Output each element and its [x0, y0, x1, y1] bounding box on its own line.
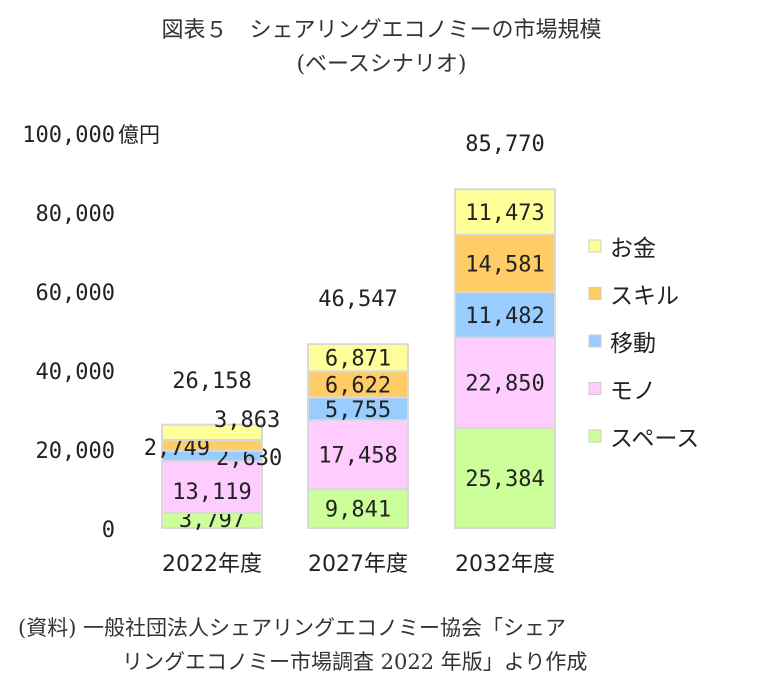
bar-segment [454, 291, 556, 339]
legend-label: スキル [610, 284, 679, 310]
segment-value-label: 11,473 [465, 201, 544, 226]
bar-total-label: 26,158 [172, 369, 251, 394]
source-note-line-1: (資料) 一般社団法人シェアリングエコノミー協会「シェア [18, 616, 567, 640]
legend-label: お金 [610, 236, 656, 262]
y-tick-label: 80,000 [36, 202, 115, 227]
x-category-label: 2027年度 [308, 552, 408, 577]
bar-total-label: 85,770 [465, 132, 544, 157]
segment-value-label: 13,119 [172, 480, 251, 505]
legend-swatch [588, 429, 602, 443]
legend-label: 移動 [610, 331, 656, 357]
bar-segment [161, 423, 263, 441]
legend-swatch [588, 382, 602, 395]
y-tick-label: 60,000 [36, 281, 115, 306]
legend-swatch [588, 239, 602, 253]
segment-value-label: 5,755 [325, 398, 391, 423]
y-tick-label: 20,000 [36, 439, 115, 464]
legend-label: モノ [610, 379, 656, 405]
y-tick-label: 0 [102, 518, 115, 543]
segment-value-label: 6,622 [325, 373, 391, 398]
x-category-label: 2022年度 [162, 552, 262, 577]
segment-value-label: 3,863 [214, 408, 280, 433]
segment-value-label: 17,458 [318, 444, 397, 469]
x-category-label: 2032年度 [455, 552, 555, 577]
legend-swatch [588, 287, 602, 300]
bar-segment [454, 426, 556, 529]
chart-subtitle: (ベースシナリオ) [296, 52, 467, 77]
legend-label: スペース [610, 426, 699, 452]
bar-segment [454, 336, 556, 429]
y-tick-label: 100,000 [22, 123, 115, 148]
segment-value-label: 11,482 [465, 304, 544, 329]
y-axis-unit-label: 億円 [118, 123, 160, 147]
segment-value-label: 6,871 [325, 347, 391, 372]
bar-segment [454, 188, 556, 236]
bar-segment [161, 460, 263, 515]
segment-value-label: 14,581 [465, 252, 544, 277]
bar-segment [454, 233, 556, 294]
bar-segment [307, 419, 409, 491]
segment-value-label: 9,841 [325, 498, 391, 523]
segment-value-label: 25,384 [465, 467, 544, 492]
y-tick-label: 40,000 [36, 360, 115, 385]
bar-segment [307, 343, 409, 373]
chart-title: 図表５ シェアリングエコノミーの市場規模 [161, 18, 602, 43]
bar-total-label: 46,547 [318, 287, 397, 312]
segment-value-label: 22,850 [465, 372, 544, 397]
source-note-line-2: リングエコノミー市場調査 2022 年版」より作成 [122, 650, 588, 674]
bar-segment [307, 488, 409, 529]
legend-swatch [588, 334, 602, 348]
bar-segment [307, 370, 409, 399]
